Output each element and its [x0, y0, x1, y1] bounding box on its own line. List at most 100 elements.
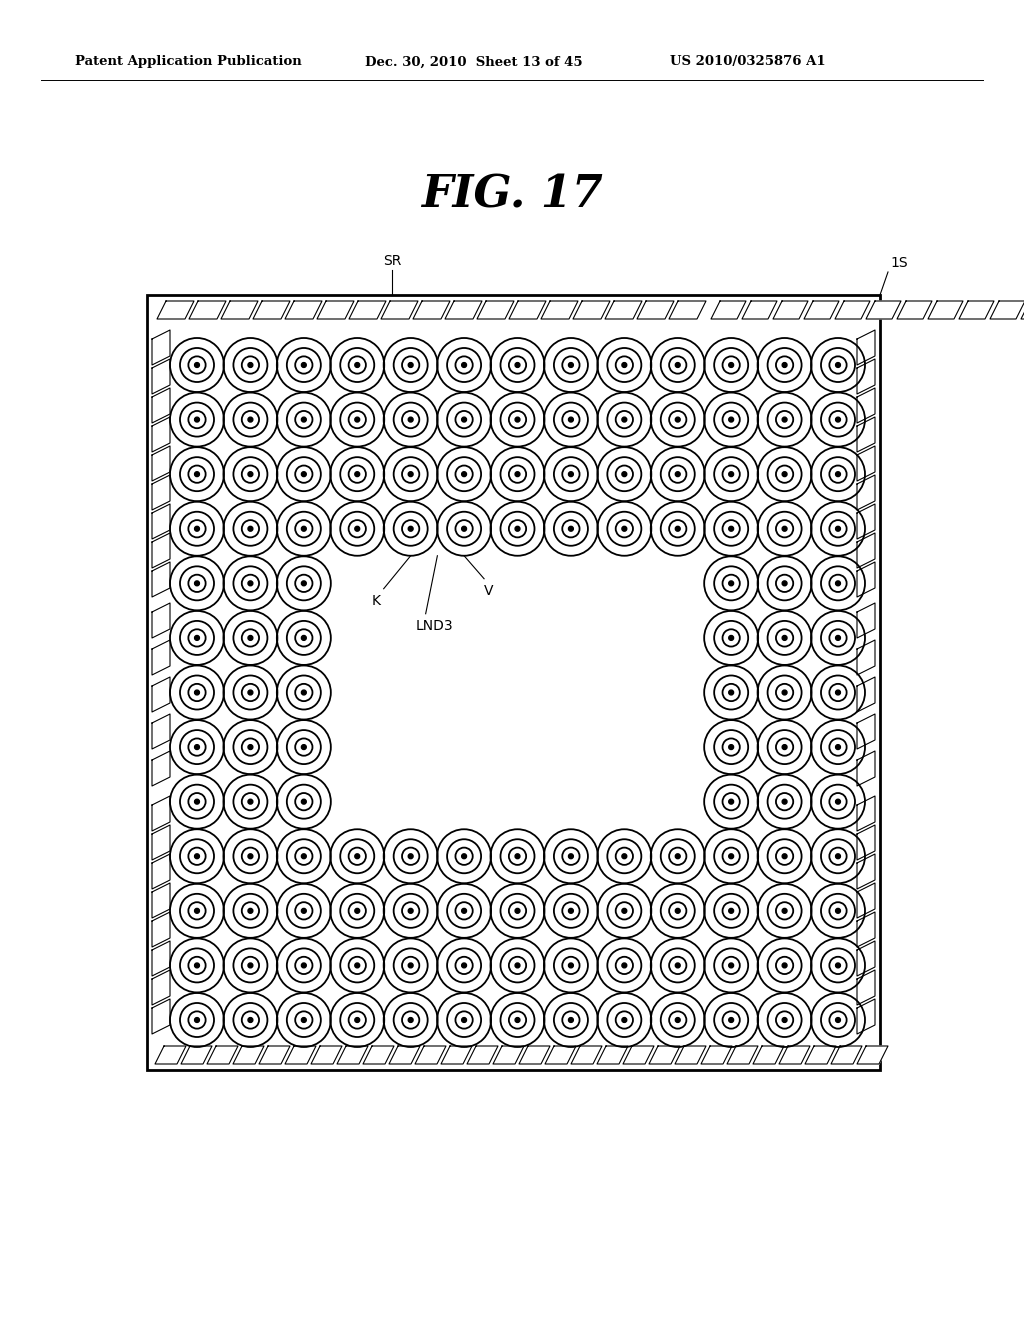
Circle shape: [836, 527, 841, 531]
Circle shape: [622, 471, 627, 477]
Circle shape: [195, 908, 200, 913]
Circle shape: [515, 417, 520, 422]
Circle shape: [195, 581, 200, 586]
Polygon shape: [157, 301, 194, 319]
Circle shape: [409, 854, 413, 859]
Polygon shape: [152, 504, 170, 539]
Polygon shape: [804, 301, 839, 319]
Circle shape: [248, 581, 253, 586]
Polygon shape: [857, 417, 874, 451]
Circle shape: [622, 527, 627, 531]
Circle shape: [836, 471, 841, 477]
Circle shape: [515, 854, 520, 859]
Text: K: K: [371, 594, 380, 607]
Bar: [147, 294, 880, 1071]
Circle shape: [782, 635, 787, 640]
Circle shape: [568, 471, 573, 477]
Polygon shape: [233, 1045, 264, 1064]
Polygon shape: [857, 446, 874, 480]
Circle shape: [622, 1018, 627, 1023]
Circle shape: [462, 964, 467, 968]
Circle shape: [195, 471, 200, 477]
Polygon shape: [990, 301, 1024, 319]
Polygon shape: [152, 330, 170, 366]
Circle shape: [195, 744, 200, 750]
Polygon shape: [152, 883, 170, 917]
Polygon shape: [857, 912, 874, 946]
Circle shape: [729, 363, 733, 367]
Polygon shape: [152, 562, 170, 597]
Text: US 2010/0325876 A1: US 2010/0325876 A1: [670, 55, 825, 69]
Circle shape: [462, 908, 467, 913]
Circle shape: [355, 363, 359, 367]
Circle shape: [568, 363, 573, 367]
Polygon shape: [753, 1045, 784, 1064]
Circle shape: [355, 417, 359, 422]
Circle shape: [248, 635, 253, 640]
Circle shape: [622, 908, 627, 913]
Circle shape: [301, 635, 306, 640]
Polygon shape: [152, 912, 170, 946]
Circle shape: [836, 363, 841, 367]
Polygon shape: [152, 999, 170, 1034]
Polygon shape: [152, 751, 170, 785]
Circle shape: [782, 690, 787, 694]
Circle shape: [675, 363, 680, 367]
Polygon shape: [637, 301, 674, 319]
Polygon shape: [221, 301, 258, 319]
Circle shape: [782, 1018, 787, 1023]
Circle shape: [568, 527, 573, 531]
Polygon shape: [805, 1045, 836, 1064]
Circle shape: [462, 417, 467, 422]
Polygon shape: [467, 1045, 498, 1064]
Circle shape: [195, 635, 200, 640]
Polygon shape: [152, 603, 170, 638]
Circle shape: [301, 744, 306, 750]
Circle shape: [729, 854, 733, 859]
Polygon shape: [152, 533, 170, 568]
Polygon shape: [675, 1045, 706, 1064]
Polygon shape: [181, 1045, 212, 1064]
Circle shape: [622, 854, 627, 859]
Circle shape: [836, 417, 841, 422]
Circle shape: [675, 1018, 680, 1023]
Text: LND3: LND3: [416, 619, 454, 632]
Circle shape: [729, 799, 733, 804]
Circle shape: [248, 744, 253, 750]
Circle shape: [301, 417, 306, 422]
Circle shape: [729, 1018, 733, 1023]
Circle shape: [568, 908, 573, 913]
Circle shape: [782, 471, 787, 477]
Polygon shape: [571, 1045, 602, 1064]
Text: 1S: 1S: [890, 256, 907, 271]
Polygon shape: [207, 1045, 238, 1064]
Polygon shape: [349, 301, 386, 319]
Polygon shape: [152, 677, 170, 711]
Circle shape: [568, 417, 573, 422]
Polygon shape: [779, 1045, 810, 1064]
Circle shape: [675, 964, 680, 968]
Polygon shape: [389, 1045, 420, 1064]
Polygon shape: [477, 301, 514, 319]
Circle shape: [195, 854, 200, 859]
Circle shape: [782, 527, 787, 531]
Circle shape: [301, 799, 306, 804]
Polygon shape: [857, 330, 874, 366]
Polygon shape: [445, 301, 482, 319]
Circle shape: [409, 1018, 413, 1023]
Circle shape: [515, 964, 520, 968]
Polygon shape: [857, 640, 874, 675]
Polygon shape: [441, 1045, 472, 1064]
Circle shape: [836, 581, 841, 586]
Polygon shape: [701, 1045, 732, 1064]
Polygon shape: [857, 475, 874, 510]
Polygon shape: [857, 388, 874, 422]
Polygon shape: [897, 301, 932, 319]
Polygon shape: [623, 1045, 654, 1064]
Polygon shape: [857, 854, 874, 888]
Circle shape: [301, 1018, 306, 1023]
Circle shape: [248, 363, 253, 367]
Circle shape: [248, 1018, 253, 1023]
Polygon shape: [155, 1045, 186, 1064]
Polygon shape: [669, 301, 706, 319]
